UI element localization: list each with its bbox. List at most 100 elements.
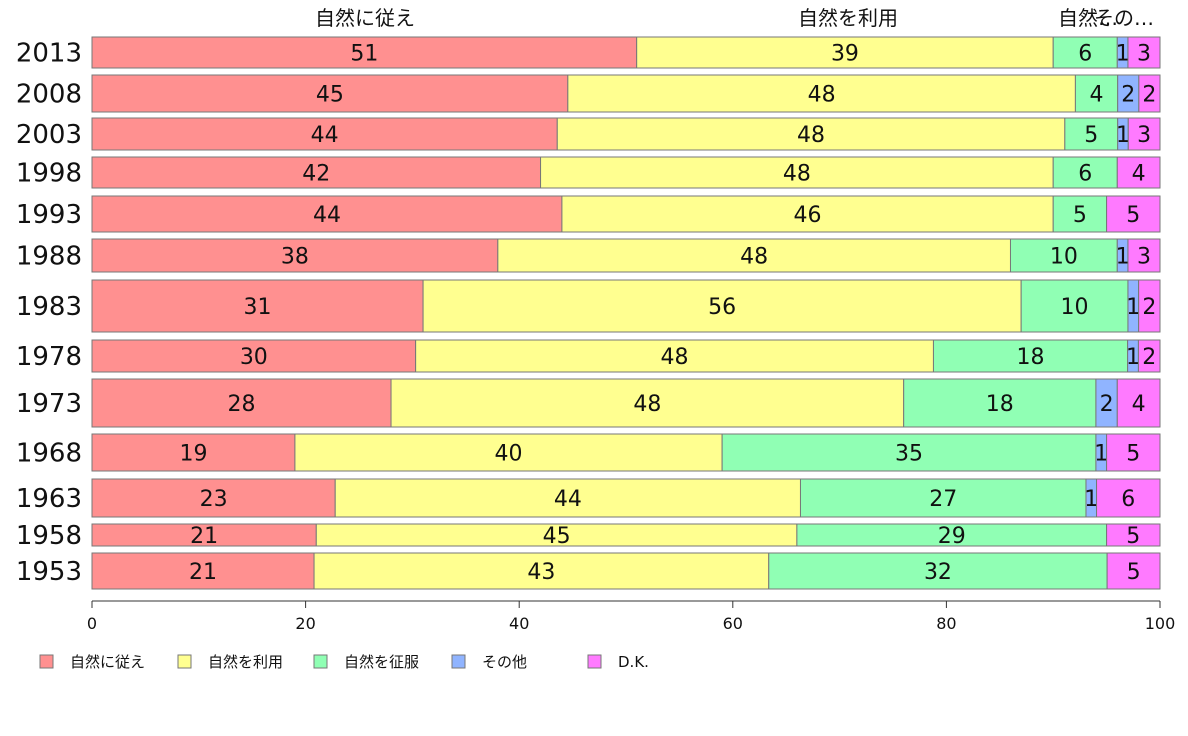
top-series-label: 自然に従え bbox=[315, 6, 415, 30]
bar-segment bbox=[1106, 195, 1161, 233]
data-label: 6 bbox=[1078, 42, 1092, 67]
bar-segment bbox=[91, 156, 542, 189]
bar-segment bbox=[1116, 156, 1161, 189]
legend-swatch bbox=[313, 654, 328, 669]
data-label: 39 bbox=[831, 42, 859, 67]
bar-segment bbox=[91, 195, 563, 233]
data-label: 19 bbox=[179, 442, 207, 467]
bar-segment bbox=[415, 339, 934, 373]
data-label: 2 bbox=[1100, 392, 1114, 417]
category-label: 1953 bbox=[16, 557, 82, 587]
data-label: 31 bbox=[244, 295, 272, 320]
data-label: 21 bbox=[189, 560, 217, 585]
legend-swatch bbox=[587, 654, 602, 669]
data-label: 48 bbox=[740, 245, 768, 270]
data-label: 5 bbox=[1126, 442, 1140, 467]
legend-label: 自然を利用 bbox=[208, 653, 283, 671]
data-label: 40 bbox=[495, 442, 523, 467]
bar-segment bbox=[636, 36, 1054, 69]
data-label: 51 bbox=[350, 42, 378, 67]
data-label: 1 bbox=[1116, 123, 1130, 148]
bar-segment bbox=[1052, 195, 1108, 233]
data-label: 29 bbox=[938, 524, 966, 549]
bar-segment bbox=[91, 478, 336, 518]
bar-segment bbox=[1074, 74, 1119, 113]
data-label: 5 bbox=[1127, 560, 1141, 585]
data-label: 38 bbox=[281, 245, 309, 270]
bar-segment bbox=[561, 195, 1054, 233]
data-label: 5 bbox=[1073, 203, 1087, 228]
bar-segment bbox=[567, 74, 1076, 113]
data-label: 45 bbox=[316, 83, 344, 108]
data-label: 27 bbox=[929, 487, 957, 512]
data-label: 28 bbox=[228, 392, 256, 417]
x-tick-label: 60 bbox=[723, 614, 743, 633]
data-label: 32 bbox=[924, 560, 952, 585]
data-label: 5 bbox=[1126, 524, 1140, 549]
data-label: 18 bbox=[1017, 345, 1045, 370]
top-series-label: 自然… bbox=[1058, 6, 1118, 30]
legend-swatch bbox=[39, 654, 54, 669]
data-label: 10 bbox=[1050, 245, 1078, 270]
bar-segment bbox=[91, 552, 315, 590]
category-label: 1988 bbox=[16, 242, 82, 272]
x-tick-label: 20 bbox=[295, 614, 315, 633]
x-tick-label: 100 bbox=[1145, 614, 1176, 633]
data-label: 10 bbox=[1061, 295, 1089, 320]
data-label: 18 bbox=[986, 392, 1014, 417]
bar-segment bbox=[1009, 238, 1118, 273]
x-tick-label: 0 bbox=[87, 614, 97, 633]
category-label: 1983 bbox=[16, 292, 82, 322]
bar-segment bbox=[91, 74, 569, 113]
category-label: 1993 bbox=[16, 200, 82, 230]
data-label: 3 bbox=[1137, 42, 1151, 67]
data-label: 1 bbox=[1116, 245, 1130, 270]
legend-swatch bbox=[451, 654, 466, 669]
category-label: 1968 bbox=[16, 439, 82, 469]
legend-label: その他 bbox=[482, 653, 527, 671]
data-label: 45 bbox=[543, 524, 571, 549]
bar-segment bbox=[1116, 378, 1161, 428]
bar-segment bbox=[1127, 36, 1161, 69]
data-label: 2 bbox=[1142, 83, 1156, 108]
x-axis: 0 20 40 60 80 100 bbox=[87, 600, 1176, 633]
data-label: 6 bbox=[1078, 162, 1092, 187]
bar-segment bbox=[903, 378, 1097, 428]
data-label: 48 bbox=[808, 83, 836, 108]
bar-segment bbox=[334, 478, 801, 518]
category-label: 1973 bbox=[16, 389, 82, 419]
data-label: 46 bbox=[794, 203, 822, 228]
data-label: 21 bbox=[190, 524, 218, 549]
legend-swatch bbox=[177, 654, 192, 669]
bar-segment bbox=[1096, 478, 1161, 518]
data-label: 2 bbox=[1142, 295, 1156, 320]
data-label: 1 bbox=[1116, 42, 1130, 67]
data-label: 1 bbox=[1126, 345, 1140, 370]
bar-segment bbox=[91, 238, 499, 273]
bar-segment bbox=[1020, 279, 1129, 333]
data-label: 23 bbox=[200, 487, 228, 512]
data-label: 48 bbox=[661, 345, 689, 370]
data-label: 2 bbox=[1142, 345, 1156, 370]
data-label: 4 bbox=[1132, 162, 1146, 187]
bar-segment bbox=[294, 433, 723, 472]
top-series-label: 自然を利用 bbox=[798, 6, 898, 30]
bar-segment bbox=[1138, 74, 1161, 113]
data-label: 3 bbox=[1137, 245, 1151, 270]
bar-segment bbox=[91, 378, 392, 428]
top-series-label: その… bbox=[1094, 6, 1154, 30]
legend: 自然に従え 自然を利用 自然を征服 その他 D.K. bbox=[39, 653, 649, 671]
bar-segment bbox=[1064, 117, 1119, 151]
category-label: 1958 bbox=[16, 521, 82, 551]
bar-segment bbox=[1052, 36, 1118, 69]
data-label: 48 bbox=[633, 392, 661, 417]
data-label: 44 bbox=[313, 203, 341, 228]
bars-group: 51 39 6 1 345 48 4 2 244 48 5 1 342 48 6 444 46 5 538 48 10 1… bbox=[91, 36, 1161, 590]
data-label: 3 bbox=[1137, 123, 1151, 148]
data-label: 44 bbox=[554, 487, 582, 512]
bar-segment bbox=[91, 433, 296, 472]
category-label: 1978 bbox=[16, 342, 82, 372]
bar-segment bbox=[1106, 523, 1161, 547]
x-tick-label: 40 bbox=[509, 614, 529, 633]
